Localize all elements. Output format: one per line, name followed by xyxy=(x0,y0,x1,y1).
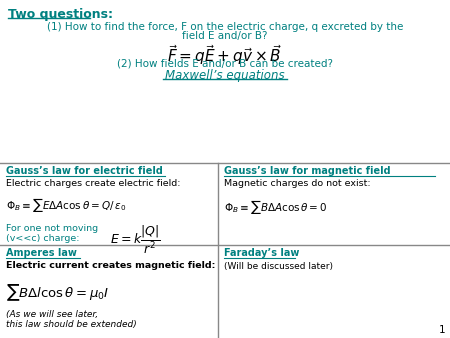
Text: Electric charges create electric field:: Electric charges create electric field: xyxy=(6,179,180,188)
Text: (v<<c) charge:: (v<<c) charge: xyxy=(6,234,80,243)
Text: $\Phi_B \equiv \sum B\Delta A \cos\theta = 0$: $\Phi_B \equiv \sum B\Delta A \cos\theta… xyxy=(224,198,328,216)
Text: $\vec{F} = q\vec{E} + q\vec{v} \times \vec{B}$: $\vec{F} = q\vec{E} + q\vec{v} \times \v… xyxy=(167,43,283,67)
Text: (2) How fields E and/or B can be created?: (2) How fields E and/or B can be created… xyxy=(117,59,333,69)
Text: $E = k\dfrac{|Q|}{r^2}$: $E = k\dfrac{|Q|}{r^2}$ xyxy=(110,224,161,256)
Text: (1) How to find the force, F on the electric charge, q excreted by the: (1) How to find the force, F on the elec… xyxy=(47,22,403,32)
Text: Two questions:: Two questions: xyxy=(8,8,113,21)
Text: (As we will see later,: (As we will see later, xyxy=(6,310,98,319)
Text: $\Phi_B \equiv \sum E\Delta A \cos\theta = Q/\,\varepsilon_0$: $\Phi_B \equiv \sum E\Delta A \cos\theta… xyxy=(6,196,126,214)
Text: field E and/or B?: field E and/or B? xyxy=(182,31,268,41)
Text: Maxwell’s equations: Maxwell’s equations xyxy=(165,69,285,82)
Text: $\sum B\Delta l \cos\theta = \mu_0 I$: $\sum B\Delta l \cos\theta = \mu_0 I$ xyxy=(6,282,109,303)
Text: Electric current creates magnetic field:: Electric current creates magnetic field: xyxy=(6,261,216,270)
Text: For one not moving: For one not moving xyxy=(6,224,98,233)
Text: Faraday’s law: Faraday’s law xyxy=(224,248,299,258)
Text: Amperes law: Amperes law xyxy=(6,248,77,258)
Text: 1: 1 xyxy=(438,325,445,335)
Text: Magnetic charges do not exist:: Magnetic charges do not exist: xyxy=(224,179,371,188)
Text: this law should be extended): this law should be extended) xyxy=(6,320,137,329)
Text: (Will be discussed later): (Will be discussed later) xyxy=(224,262,333,271)
Text: Gauss’s law for electric field: Gauss’s law for electric field xyxy=(6,166,163,176)
Text: Gauss’s law for magnetic field: Gauss’s law for magnetic field xyxy=(224,166,391,176)
